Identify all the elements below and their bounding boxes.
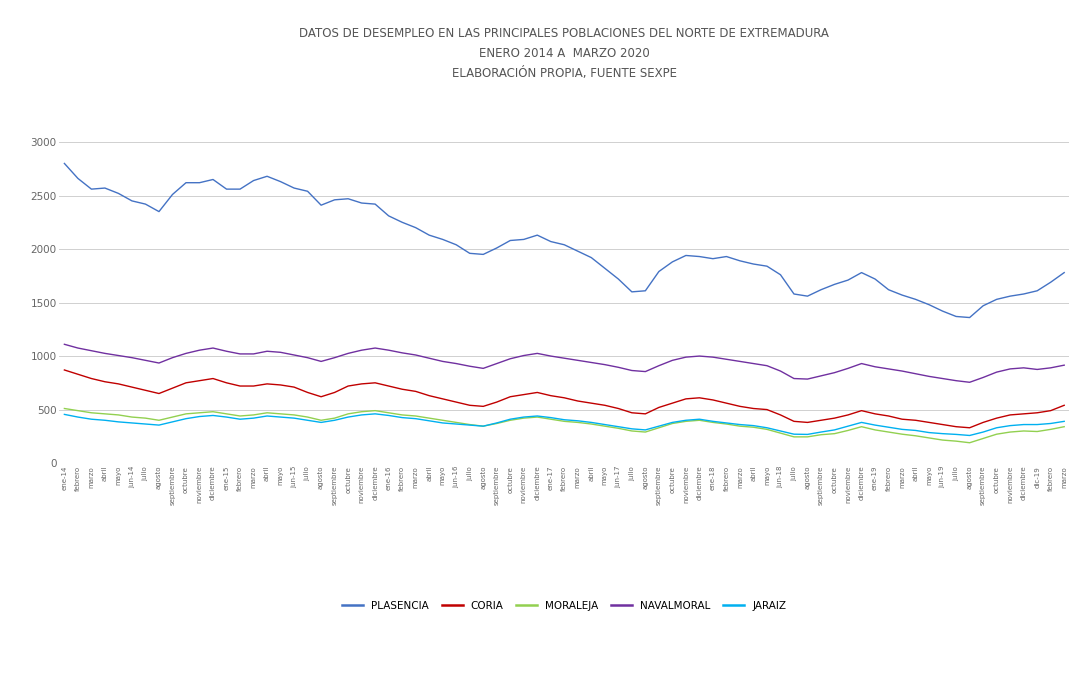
CORIA xyxy=(139,386,152,394)
NAVALMORAL xyxy=(814,372,827,380)
CORIA xyxy=(949,423,962,431)
NAVALMORAL xyxy=(1057,361,1070,369)
JARAIZ xyxy=(868,421,881,429)
PLASENCIA xyxy=(949,313,962,321)
PLASENCIA xyxy=(855,268,868,276)
MORALEJA xyxy=(963,439,976,447)
MORALEJA xyxy=(949,437,962,445)
JARAIZ xyxy=(1057,417,1070,426)
PLASENCIA xyxy=(814,285,827,294)
PLASENCIA xyxy=(58,159,71,168)
JARAIZ xyxy=(139,420,152,428)
MORALEJA xyxy=(58,405,71,413)
Legend: PLASENCIA, CORIA, MORALEJA, NAVALMORAL, JARAIZ: PLASENCIA, CORIA, MORALEJA, NAVALMORAL, … xyxy=(338,597,791,615)
PLASENCIA xyxy=(139,200,152,208)
MORALEJA xyxy=(814,430,827,439)
CORIA xyxy=(882,412,895,420)
PLASENCIA xyxy=(1057,268,1070,276)
NAVALMORAL xyxy=(882,365,895,373)
NAVALMORAL xyxy=(139,356,152,364)
CORIA xyxy=(1057,401,1070,409)
NAVALMORAL xyxy=(949,377,962,385)
CORIA xyxy=(855,407,868,415)
Line: NAVALMORAL: NAVALMORAL xyxy=(65,345,1064,382)
NAVALMORAL xyxy=(841,364,854,373)
Line: JARAIZ: JARAIZ xyxy=(65,414,1064,435)
MORALEJA xyxy=(855,423,868,431)
JARAIZ xyxy=(58,410,71,418)
CORIA xyxy=(814,416,827,424)
PLASENCIA xyxy=(963,313,976,321)
NAVALMORAL xyxy=(58,340,71,349)
MORALEJA xyxy=(1057,423,1070,431)
JARAIZ xyxy=(963,431,976,439)
PLASENCIA xyxy=(882,285,895,294)
NAVALMORAL xyxy=(963,378,976,386)
CORIA xyxy=(963,424,976,432)
PLASENCIA xyxy=(841,276,854,284)
Title: DATOS DE DESEMPLEO EN LAS PRINCIPALES POBLACIONES DEL NORTE DE EXTREMADURA
ENERO: DATOS DE DESEMPLEO EN LAS PRINCIPALES PO… xyxy=(299,27,829,80)
Line: MORALEJA: MORALEJA xyxy=(65,409,1064,443)
CORIA xyxy=(841,411,854,419)
JARAIZ xyxy=(895,425,908,434)
CORIA xyxy=(58,366,71,374)
Line: CORIA: CORIA xyxy=(65,370,1064,428)
JARAIZ xyxy=(828,426,841,434)
Line: PLASENCIA: PLASENCIA xyxy=(65,163,1064,317)
MORALEJA xyxy=(841,426,854,434)
JARAIZ xyxy=(976,428,989,436)
JARAIZ xyxy=(855,418,868,426)
JARAIZ xyxy=(368,410,381,418)
MORALEJA xyxy=(882,428,895,436)
MORALEJA xyxy=(139,414,152,422)
NAVALMORAL xyxy=(855,360,868,368)
